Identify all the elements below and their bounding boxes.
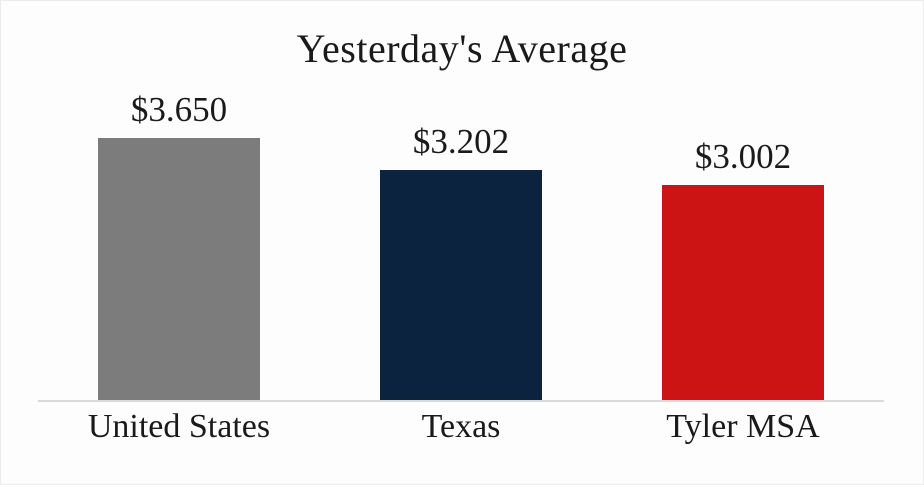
bar-group: $3.202	[320, 121, 602, 400]
category-label: Tyler MSA	[666, 408, 820, 445]
bar	[380, 170, 542, 400]
chart-title: Yesterday's Average	[296, 26, 628, 71]
bar-group: $3.650	[38, 89, 320, 400]
bar-value-label: $3.002	[694, 136, 792, 176]
bar	[662, 185, 824, 400]
bar-value-label: $3.650	[130, 89, 228, 129]
bar-group: $3.002	[602, 136, 884, 400]
bar-value-label: $3.202	[412, 121, 510, 161]
bar	[98, 138, 260, 400]
bars-row: $3.650 $3.202 $3.002	[38, 78, 884, 400]
category-label: United States	[87, 408, 271, 445]
category-label: Texas	[421, 408, 501, 445]
category-axis: United States Texas Tyler MSA	[38, 408, 884, 445]
plot-area: $3.650 $3.202 $3.002	[38, 78, 884, 402]
